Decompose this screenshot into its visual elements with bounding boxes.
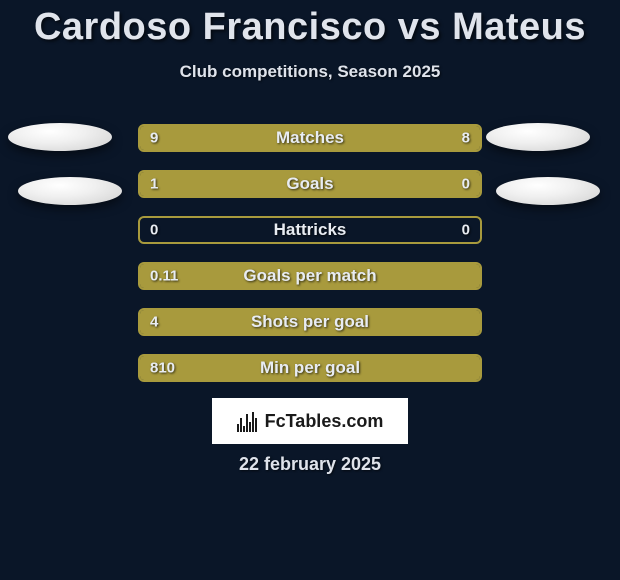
stat-label: Min per goal — [140, 358, 480, 378]
stat-label: Shots per goal — [140, 312, 480, 332]
logo-text: FcTables.com — [265, 411, 384, 432]
chart-icon — [237, 410, 259, 432]
stats-container: 98Matches 10Goals 00Hattricks 0.11Goals per… — [138, 124, 482, 400]
stat-row: 00Hattricks — [138, 216, 482, 244]
stat-label: Goals per match — [140, 266, 480, 286]
stat-label: Goals — [140, 174, 480, 194]
date-label: 22 february 2025 — [0, 454, 620, 475]
subtitle: Club competitions, Season 2025 — [0, 62, 620, 82]
stat-row: 4Shots per goal — [138, 308, 482, 336]
stat-row: 0.11Goals per match — [138, 262, 482, 290]
logo-box: FcTables.com — [212, 398, 408, 444]
player-ellipse — [486, 123, 590, 151]
stat-row: 810Min per goal — [138, 354, 482, 382]
player-ellipse — [18, 177, 122, 205]
stat-label: Hattricks — [140, 220, 480, 240]
player-ellipse — [8, 123, 112, 151]
stat-row: 98Matches — [138, 124, 482, 152]
stat-row: 10Goals — [138, 170, 482, 198]
stat-label: Matches — [140, 128, 480, 148]
player-ellipse — [496, 177, 600, 205]
page-title: Cardoso Francisco vs Mateus — [0, 6, 620, 49]
